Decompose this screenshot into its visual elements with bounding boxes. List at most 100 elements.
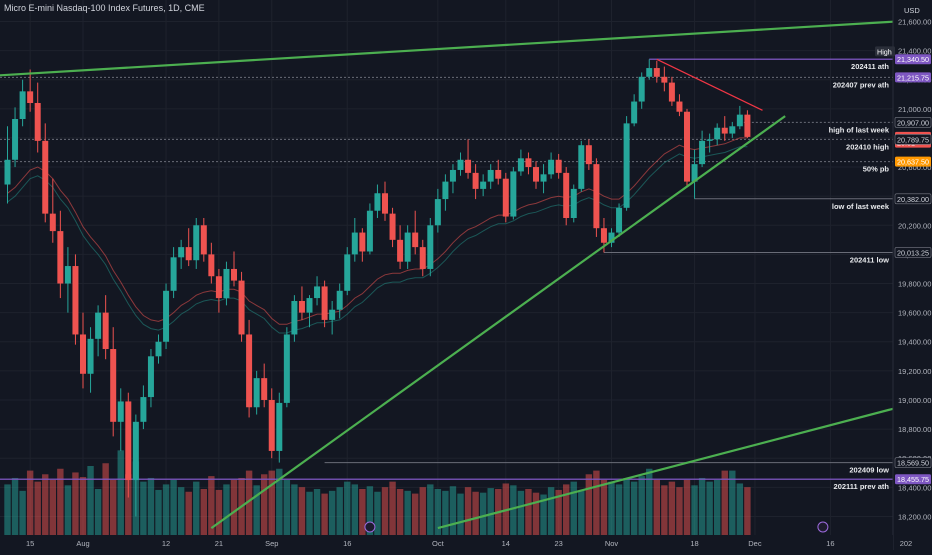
price-badge [894,457,932,468]
currency-label: USD [904,6,920,15]
candle-body [419,247,426,269]
level-label: 202411 ath [851,62,889,71]
candle-body [555,159,562,173]
candle-body [465,159,472,173]
volume-bar [563,484,570,535]
volume-bar [419,487,426,535]
resistance-line [656,58,763,111]
volume-bar [683,479,691,535]
candle-body [117,401,124,422]
volume-bar [321,493,328,535]
volume-bar [510,485,517,535]
candle-body [638,76,645,102]
candle-body [585,145,592,165]
volume-bar [487,488,494,535]
price-badge-text: 18,455.75 [897,475,929,484]
y-tick-label: 20,200.00 [898,221,931,230]
candle-body [563,172,570,219]
candle-body [314,286,321,299]
volume-bar [351,484,358,535]
candle-body [4,159,11,185]
price-badge [895,72,931,83]
price-badge [875,46,895,57]
y-tick-label: 18,200.00 [898,512,931,521]
volume-bar [110,479,117,535]
volume-bar [638,476,645,535]
candle-body [661,76,668,83]
candle-body [570,188,577,219]
candle-body [495,169,502,179]
x-tick-label: Nov [605,539,619,548]
candle-body [510,171,517,217]
candle-body [125,401,132,481]
price-badge [895,474,931,485]
volume-bar [125,474,132,535]
volume-bar [615,484,623,535]
candle-body [631,101,638,124]
level-label: 202111 prev ath [834,482,890,491]
volume-bar [449,486,457,535]
volume-bar [661,485,668,535]
price-badge [895,54,931,65]
candle-body [12,119,19,160]
volume-bar [230,479,238,535]
volume-bar [170,479,177,535]
volume-bar [630,481,638,535]
x-tick-label: 16 [826,539,834,548]
volume-bar [313,489,321,535]
candle-body [691,164,698,182]
candle-body [684,111,690,182]
volume-bar [389,481,396,535]
candle-body [623,123,630,208]
candle-body [268,399,275,451]
candle-body [283,334,290,403]
volume-bar [72,472,79,535]
candle-body [80,334,86,374]
candle-body [72,266,79,335]
price-badge-text: 20,382.00 [897,195,929,204]
candle-body [540,174,547,182]
candle-body [668,82,675,102]
candle-body [382,193,388,214]
volume-bar [366,486,374,535]
volume-bar [185,491,192,535]
x-tick-label: 18 [690,539,698,548]
x-tick-label: 14 [502,539,510,548]
price-badge-text: 20,907.00 [897,118,929,127]
volume-bar [396,489,404,535]
price-badge-text: 21,215.75 [897,73,929,82]
level-label: 202407 prev ath [833,80,890,89]
volume-bar [653,479,660,535]
event-icon[interactable] [364,521,376,533]
volume-bar [94,489,102,535]
volume-bar [283,479,291,535]
candle-body [653,68,660,77]
time-axis-bg [0,535,893,550]
volume-bar [472,491,479,535]
candle-body [699,140,706,165]
x-tick-label: Sep [265,539,278,548]
candle-body [163,290,170,342]
candle-body [329,309,336,320]
candle-body [95,312,102,339]
volume-bar [26,470,34,535]
candle-body [351,232,358,255]
candle-body [19,91,26,120]
volume-bar [442,490,449,535]
volume-bar [261,474,268,535]
volume-bar [547,487,555,535]
candle-body [276,402,283,451]
candle-body [147,356,154,398]
volume-bar [291,484,298,535]
candle-body [472,172,479,189]
y-tick-label: 19,600.00 [898,309,931,318]
candle-body [132,421,139,481]
event-icon[interactable] [817,521,829,533]
volume-bar [276,468,283,535]
volume-bar [525,489,532,535]
candle-body [427,225,434,269]
candle-body [578,145,585,189]
candle-body [344,254,351,291]
price-badge [895,156,931,167]
candle-body [374,193,381,211]
